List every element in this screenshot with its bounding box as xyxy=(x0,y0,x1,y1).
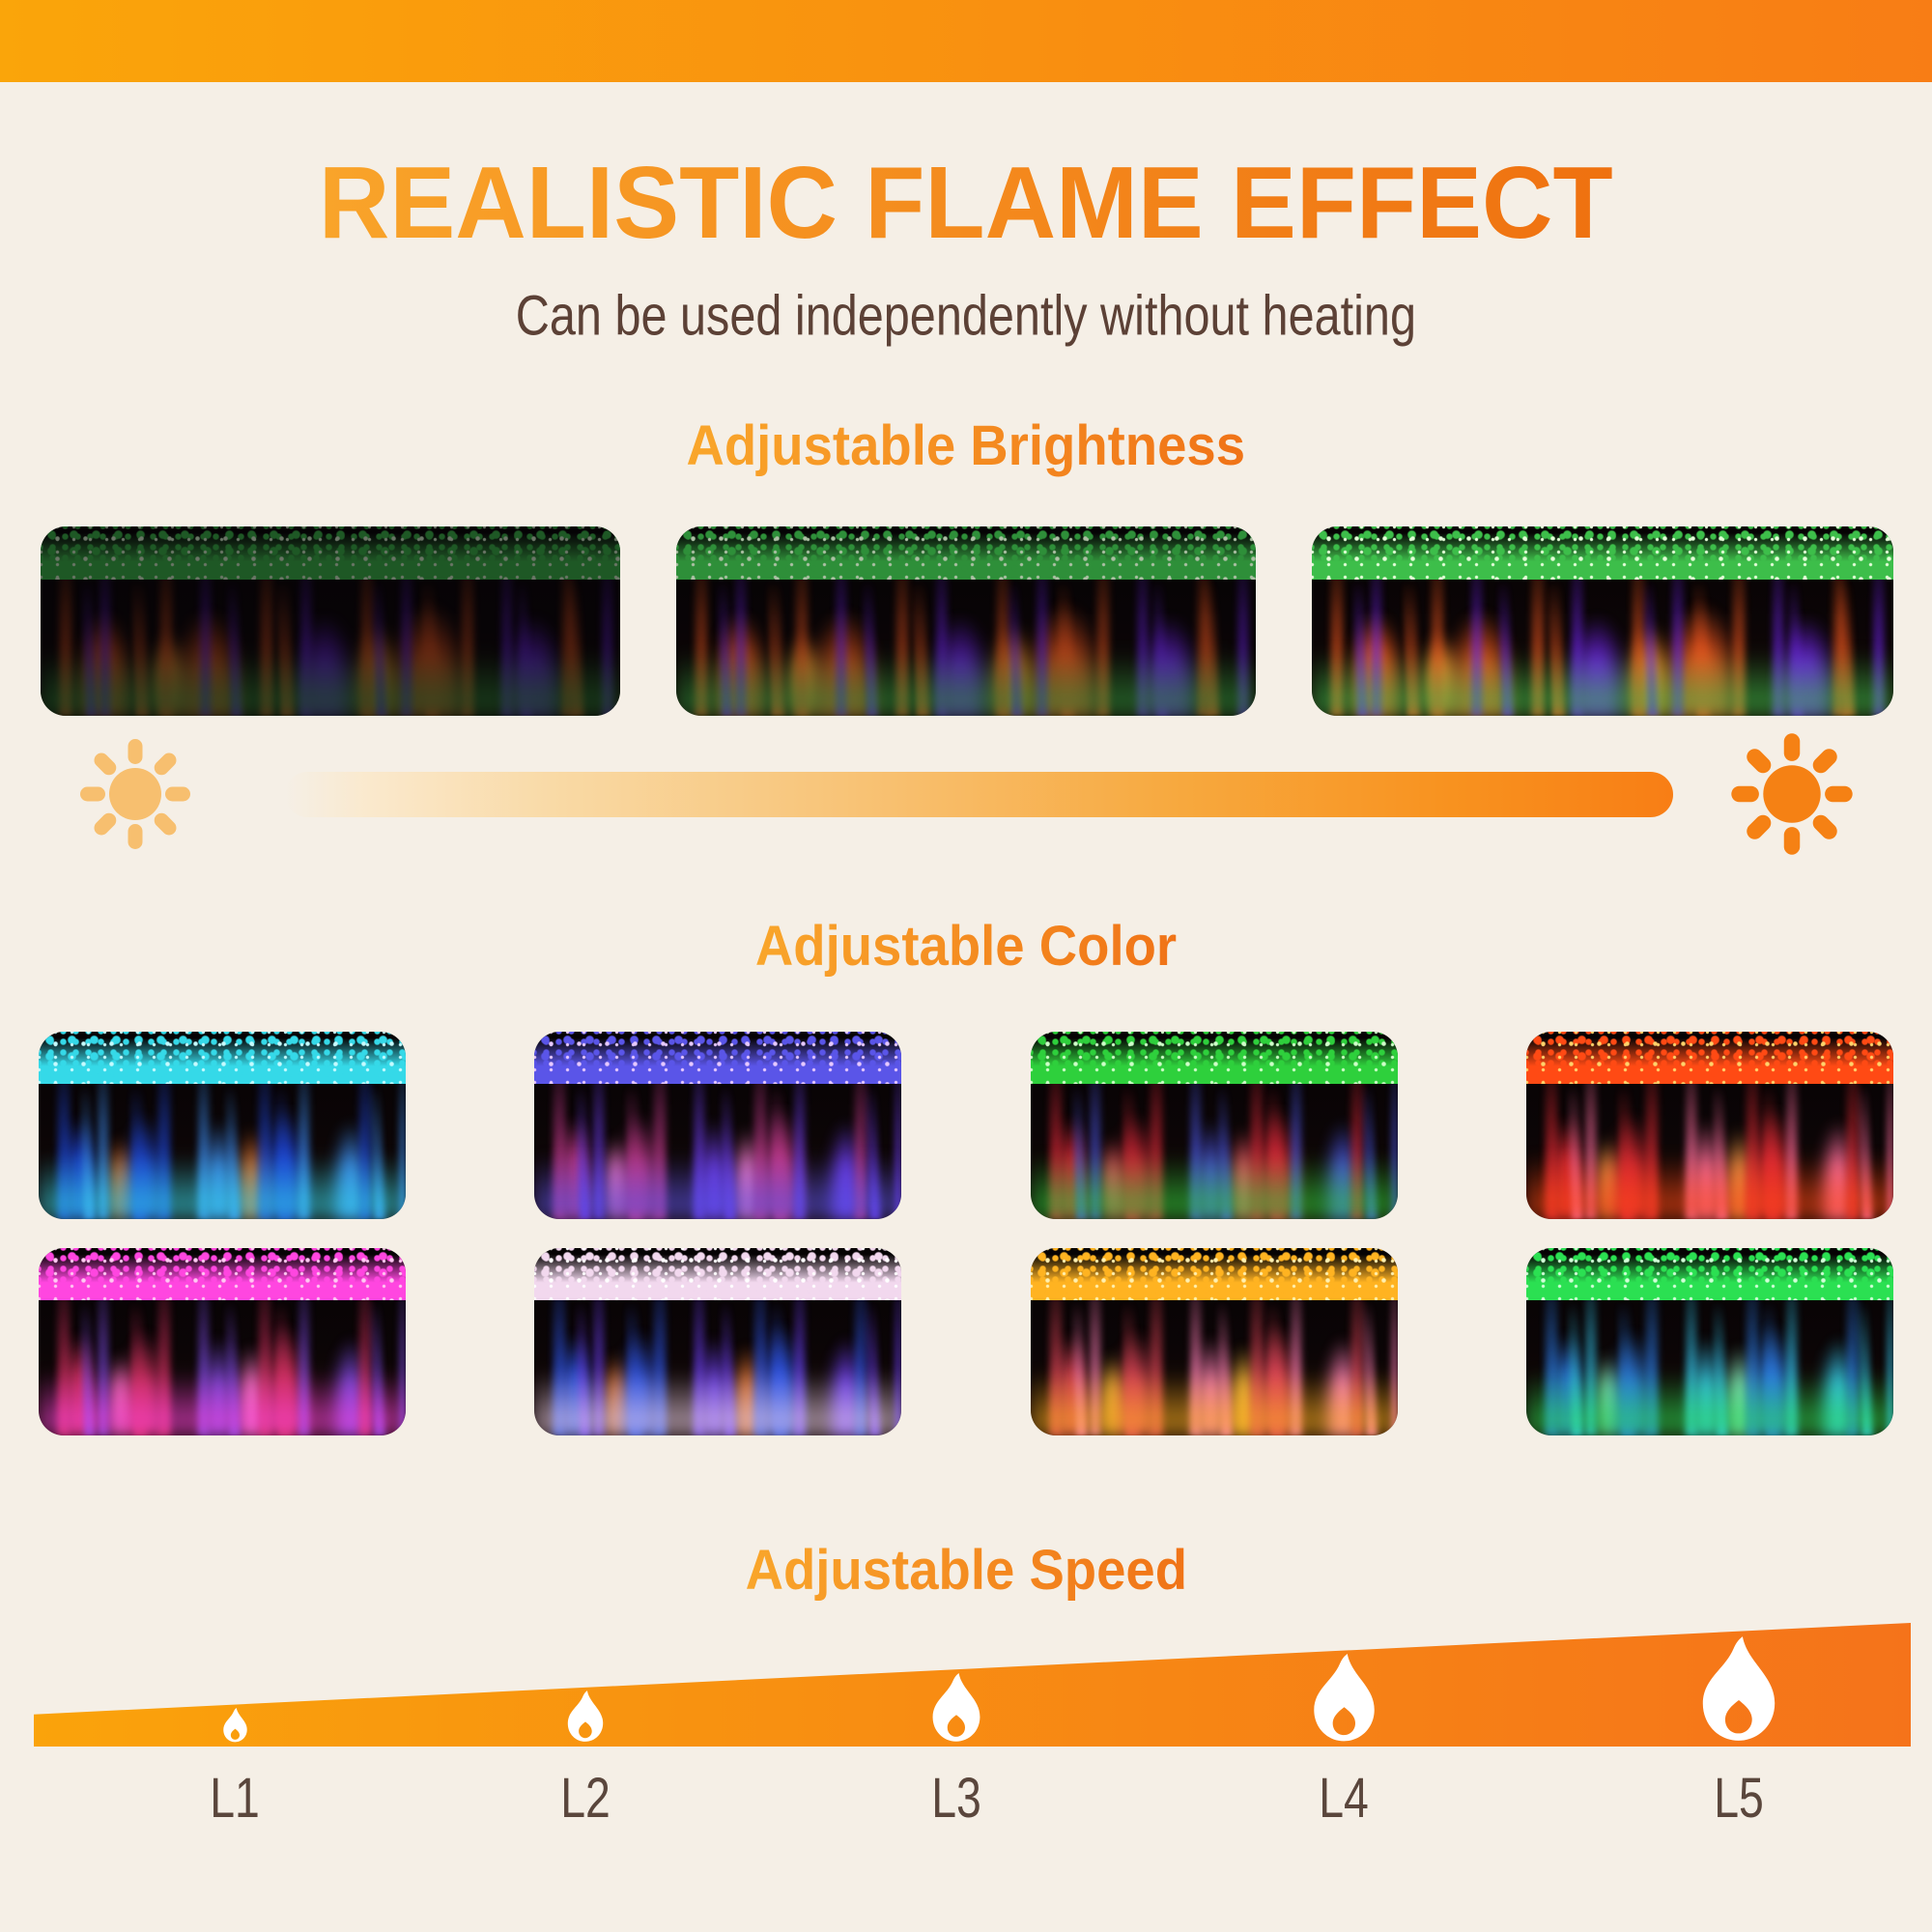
flame-bed-layer xyxy=(39,1032,406,1085)
flame-bed-layer xyxy=(1031,1032,1398,1085)
top-accent-bar xyxy=(0,0,1932,82)
color-heading-text: Adjustable Color xyxy=(754,915,1178,978)
speed-flame-icon-l5 xyxy=(1693,1636,1784,1743)
flame-bed-layer xyxy=(534,1032,901,1085)
brightness-high-tile xyxy=(1312,526,1893,716)
flame-bed-layer xyxy=(1312,526,1893,580)
flame-veil-layer xyxy=(41,526,620,716)
page-subtitle: Can be used independently without heatin… xyxy=(0,284,1932,348)
brightness-slider xyxy=(285,772,1673,817)
page-title: REALISTIC FLAME EFFECT xyxy=(0,145,1932,262)
color-magenta-violet-tile xyxy=(534,1032,901,1219)
flame-bed-layer xyxy=(1031,1248,1398,1301)
sun-glyph xyxy=(1731,733,1853,855)
sun-glyph xyxy=(80,739,190,849)
color-pink-gold-tile xyxy=(1031,1248,1398,1435)
section-color-heading: Adjustable Color xyxy=(0,914,1932,979)
section-speed-heading: Adjustable Speed xyxy=(0,1538,1932,1603)
speed-flame-icon-l2 xyxy=(563,1690,608,1743)
brightness-low-tile xyxy=(41,526,620,716)
speed-label-l5: L5 xyxy=(1714,1767,1764,1830)
color-pink-magenta-tile xyxy=(39,1248,406,1435)
section-brightness-heading: Adjustable Brightness xyxy=(0,413,1932,478)
brightness-medium-tile xyxy=(676,526,1256,716)
color-blue-green-tile xyxy=(1526,1248,1893,1435)
speed-flame-icon-l1 xyxy=(220,1708,250,1743)
speed-heading-text: Adjustable Speed xyxy=(745,1539,1187,1602)
speed-flame-icon-l3 xyxy=(926,1673,986,1743)
sun-dim-icon xyxy=(77,736,193,857)
color-blue-cyan-tile xyxy=(39,1032,406,1219)
flame-bed-layer xyxy=(534,1248,901,1301)
color-red-green-tile xyxy=(1031,1032,1398,1219)
brightness-heading-text: Adjustable Brightness xyxy=(686,414,1246,477)
flame-bed-layer xyxy=(676,526,1256,580)
color-blue-white-tile xyxy=(534,1248,901,1435)
page-title-text: REALISTIC FLAME EFFECT xyxy=(319,146,1613,260)
speed-label-l1: L1 xyxy=(210,1767,260,1830)
flame-bed-layer xyxy=(1526,1032,1893,1085)
flame-veil-layer xyxy=(676,526,1256,716)
page-subtitle-text: Can be used independently without heatin… xyxy=(515,284,1417,348)
speed-flame-icon-l4 xyxy=(1306,1654,1382,1743)
speed-label-l2: L2 xyxy=(560,1767,611,1830)
flame-bed-layer xyxy=(1526,1248,1893,1301)
speed-label-l4: L4 xyxy=(1319,1767,1369,1830)
flame-bed-layer xyxy=(39,1248,406,1301)
speed-label-l3: L3 xyxy=(931,1767,981,1830)
color-red-orange-tile xyxy=(1526,1032,1893,1219)
sun-bright-icon xyxy=(1728,730,1856,863)
